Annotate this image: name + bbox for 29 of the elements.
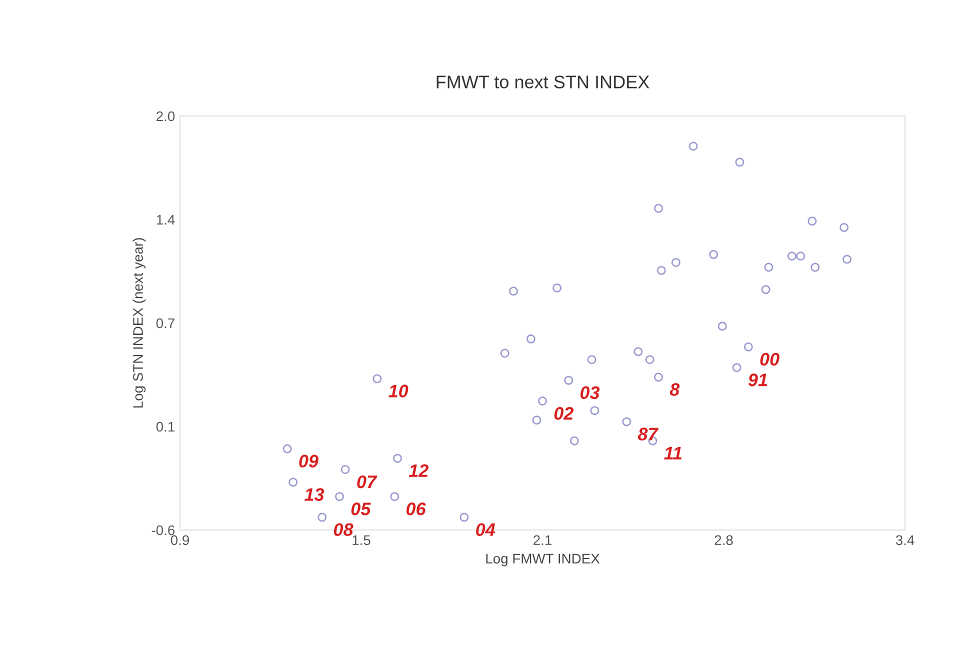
annotation: 09 — [299, 454, 318, 468]
y-axis-title: Log STN INDEX (next year) — [132, 238, 146, 408]
annotation: 05 — [351, 502, 371, 516]
x-tick-label: 2.1 — [534, 535, 552, 545]
annotation: 8 — [670, 383, 680, 396]
annotation: 91 — [748, 374, 768, 386]
y-tick-label: -0.6 — [152, 525, 175, 536]
x-tick-label: 3.4 — [896, 535, 914, 546]
x-tick-label: 1.5 — [352, 535, 370, 546]
y-tick-label: 2.0 — [156, 111, 175, 122]
annotation: 06 — [406, 502, 426, 516]
annotation: 00 — [760, 352, 780, 366]
annotation: 10 — [388, 384, 408, 398]
annotation: 04 — [476, 523, 496, 536]
y-tick-label: 0.7 — [156, 318, 174, 328]
y-tick-label: 1.4 — [156, 214, 175, 225]
x-axis-title: Log FMWT INDEX — [486, 554, 600, 566]
y-tick-label: 0.1 — [156, 422, 174, 432]
x-tick-label: 0.9 — [170, 535, 189, 546]
annotation: 13 — [304, 488, 324, 501]
annotation: 03 — [580, 386, 600, 400]
chart-title: FMWT to next STN INDEX — [436, 76, 650, 88]
annotation: 12 — [408, 464, 429, 477]
annotation: 87 — [638, 428, 658, 440]
annotation: 08 — [334, 523, 354, 536]
annotation: 11 — [664, 446, 682, 460]
x-tick-label: 2.8 — [714, 535, 733, 546]
annotation: 07 — [357, 475, 378, 488]
annotation: 02 — [554, 406, 574, 420]
